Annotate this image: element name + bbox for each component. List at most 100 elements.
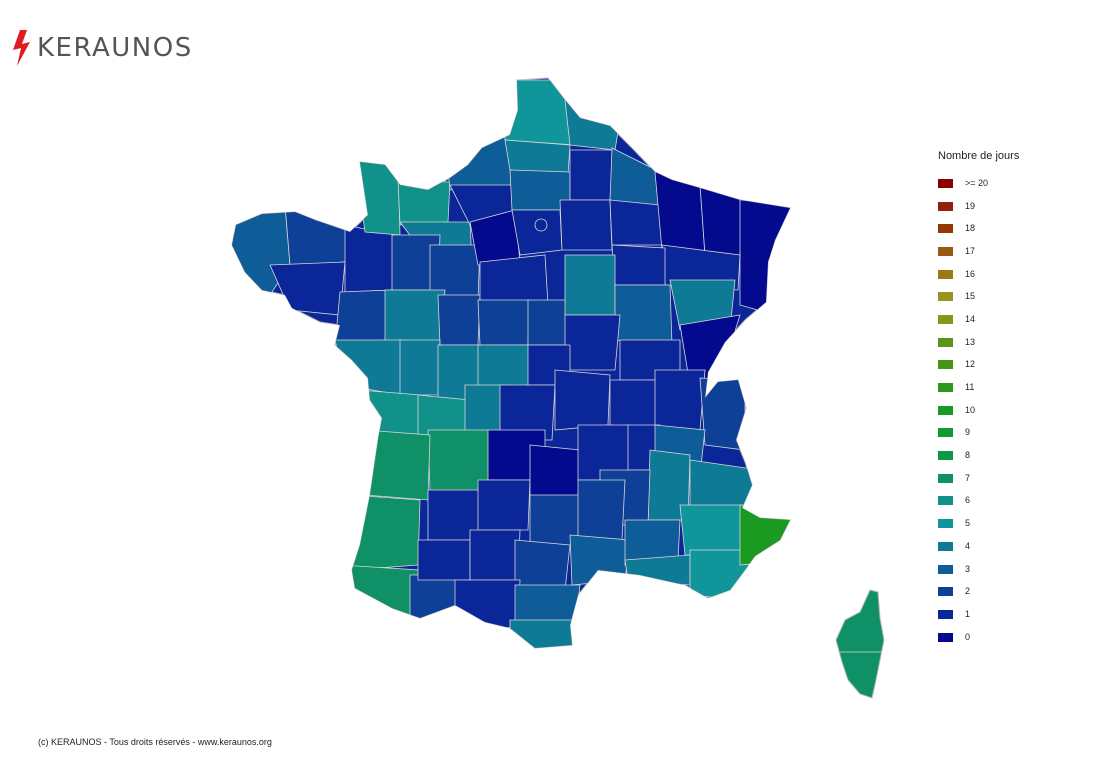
department bbox=[569, 534, 631, 586]
department bbox=[469, 529, 521, 581]
department bbox=[334, 339, 406, 396]
legend-swatch bbox=[938, 541, 953, 551]
department bbox=[334, 289, 393, 346]
legend-swatch bbox=[938, 314, 953, 324]
department bbox=[529, 444, 581, 501]
department bbox=[504, 139, 571, 176]
department bbox=[564, 99, 621, 151]
department bbox=[609, 379, 661, 431]
legend-item: 2 bbox=[938, 580, 1078, 603]
legend-label: 15 bbox=[965, 291, 976, 302]
legend-title: Nombre de jours bbox=[938, 150, 1020, 162]
legend-item: 5 bbox=[938, 512, 1078, 535]
department bbox=[344, 224, 396, 293]
legend-item: 11 bbox=[938, 376, 1078, 399]
legend-items: >= 20 19 18 17 16 15 14 13 12 11 10 9 8 7 6 5 4 3 2 1 0 bbox=[938, 172, 1078, 648]
department bbox=[499, 79, 576, 146]
legend-label: 11 bbox=[965, 382, 975, 393]
legend-label: 4 bbox=[965, 540, 971, 551]
legend-swatch bbox=[938, 246, 953, 256]
legend-item: >= 20 bbox=[938, 172, 1078, 195]
legend: Nombre de jours >= 20 19 18 17 16 15 14 13 12 11 1… bbox=[938, 148, 1078, 648]
department bbox=[479, 254, 549, 306]
legend-item: 15 bbox=[938, 285, 1078, 308]
department bbox=[444, 131, 513, 191]
department bbox=[417, 539, 471, 581]
department bbox=[534, 218, 548, 232]
legend-item: 13 bbox=[938, 331, 1078, 354]
legend-swatch bbox=[938, 609, 953, 619]
corsica bbox=[835, 589, 885, 699]
legend-swatch bbox=[938, 292, 953, 302]
legend-label: 12 bbox=[965, 359, 976, 370]
department bbox=[654, 171, 706, 256]
legend-item: 0 bbox=[938, 626, 1078, 649]
department bbox=[499, 384, 556, 441]
department bbox=[284, 204, 351, 266]
legend-item: 19 bbox=[938, 195, 1078, 218]
legend-item: 10 bbox=[938, 399, 1078, 422]
legend-item: 17 bbox=[938, 240, 1078, 263]
department bbox=[739, 199, 790, 316]
department bbox=[397, 179, 451, 226]
legend-swatch bbox=[938, 496, 953, 506]
department bbox=[624, 554, 691, 586]
department bbox=[514, 539, 571, 591]
legend-item: 6 bbox=[938, 490, 1078, 513]
department bbox=[614, 284, 673, 346]
department bbox=[739, 504, 790, 566]
copyright-footer: (c) KERAUNOS - Tous droits réservés - ww… bbox=[38, 737, 272, 747]
legend-label: 0 bbox=[965, 631, 971, 642]
legend-item: 9 bbox=[938, 422, 1078, 445]
department bbox=[384, 289, 446, 346]
legend-swatch bbox=[938, 587, 953, 597]
legend-swatch bbox=[938, 178, 953, 188]
legend-swatch bbox=[938, 269, 953, 279]
legend-label: 9 bbox=[965, 427, 971, 438]
legend-label: 1 bbox=[965, 608, 971, 619]
legend-item: 16 bbox=[938, 263, 1078, 286]
legend-swatch bbox=[938, 337, 953, 347]
department bbox=[437, 294, 481, 346]
department bbox=[514, 584, 581, 626]
legend-swatch bbox=[938, 201, 953, 211]
legend-item: 14 bbox=[938, 308, 1078, 331]
legend-item: 12 bbox=[938, 354, 1078, 377]
department bbox=[699, 377, 746, 451]
legend-item: 3 bbox=[938, 558, 1078, 581]
legend-swatch bbox=[938, 451, 953, 461]
legend-label: 18 bbox=[965, 223, 976, 234]
department bbox=[527, 299, 571, 346]
department bbox=[577, 479, 626, 541]
legend-item: 18 bbox=[938, 217, 1078, 240]
department bbox=[609, 199, 663, 246]
department bbox=[477, 344, 531, 391]
department bbox=[339, 564, 421, 621]
legend-label: 17 bbox=[965, 245, 976, 256]
legend-label: 8 bbox=[965, 450, 971, 461]
legend-label: 7 bbox=[965, 472, 971, 483]
legend-swatch bbox=[938, 360, 953, 370]
department bbox=[399, 339, 441, 396]
department bbox=[654, 369, 706, 431]
department bbox=[611, 244, 666, 286]
department bbox=[564, 314, 621, 371]
legend-label: 19 bbox=[965, 200, 976, 211]
department bbox=[477, 299, 531, 346]
legend-swatch bbox=[938, 632, 953, 642]
lightning-bolt-icon bbox=[13, 30, 30, 66]
legend-label: 10 bbox=[965, 404, 976, 415]
legend-item: 8 bbox=[938, 444, 1078, 467]
legend-swatch bbox=[938, 473, 953, 483]
department bbox=[564, 254, 616, 316]
legend-swatch bbox=[938, 428, 953, 438]
legend-swatch bbox=[938, 224, 953, 234]
department bbox=[511, 209, 563, 256]
legend-label: 16 bbox=[965, 268, 976, 279]
legend-swatch bbox=[938, 405, 953, 415]
keraunos-logo: KERAUNOS bbox=[10, 28, 193, 68]
department bbox=[477, 479, 531, 531]
department bbox=[699, 184, 746, 256]
legend-label: 14 bbox=[965, 313, 976, 324]
department bbox=[554, 369, 611, 431]
